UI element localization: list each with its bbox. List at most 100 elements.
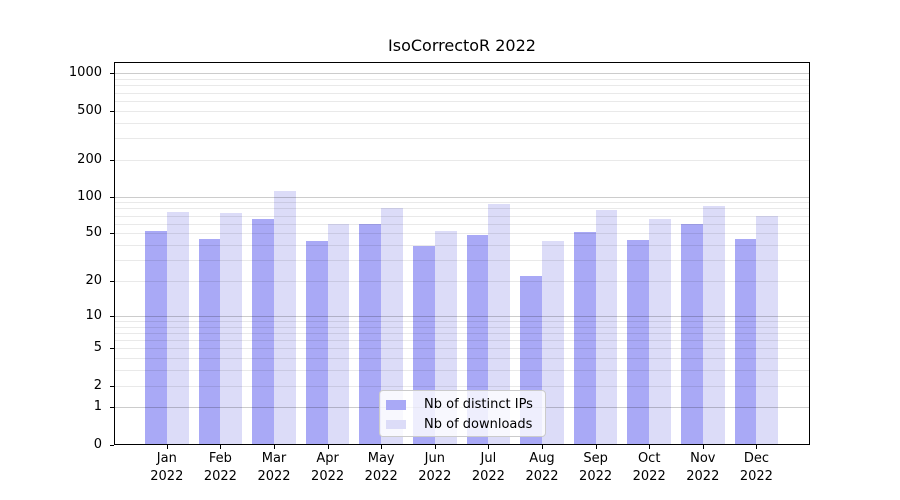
y-tick-mark <box>110 407 114 409</box>
gridline-minor <box>115 260 809 261</box>
gridline-minor <box>115 79 809 80</box>
x-tick-label: Dec 2022 <box>739 451 773 484</box>
gridline-minor <box>115 280 809 282</box>
y-tick-label: 1 <box>93 399 102 415</box>
gridline-minor <box>115 137 809 139</box>
gridline-major <box>115 315 809 317</box>
bar-downloads-may <box>381 208 403 444</box>
gridline-minor <box>115 208 809 210</box>
gridline-minor <box>115 326 809 328</box>
y-tick-mark <box>110 348 114 350</box>
bar-distinct-ips-sep <box>573 232 596 444</box>
gridline-minor <box>115 340 809 341</box>
bar-distinct-ips-jan <box>145 231 167 444</box>
legend-swatch-distinct-ips <box>386 400 406 410</box>
gridline-minor <box>115 385 809 387</box>
x-tick-mark <box>381 445 383 449</box>
x-tick-label: Apr 2022 <box>311 451 345 484</box>
bar-distinct-ips-may <box>359 223 382 444</box>
bar-distinct-ips-oct <box>627 240 650 444</box>
gridline-minor <box>115 215 809 217</box>
gridline-minor <box>115 100 809 102</box>
gridline-minor <box>115 233 809 235</box>
legend-label-downloads: Nb of downloads <box>424 416 533 432</box>
y-tick-label: 50 <box>85 225 102 241</box>
x-tick-mark <box>595 445 597 449</box>
y-tick-mark <box>110 280 114 282</box>
x-tick-label: May 2022 <box>364 451 398 484</box>
gridline-minor <box>115 370 809 371</box>
bar-distinct-ips-feb <box>198 238 221 444</box>
x-tick-label: Oct 2022 <box>632 451 666 484</box>
bar-downloads-jan <box>166 211 189 444</box>
x-tick-mark <box>166 445 168 449</box>
bar-downloads-jul <box>488 204 511 444</box>
x-tick-mark <box>274 445 275 449</box>
gridline-minor <box>115 358 809 359</box>
y-tick-label: 1000 <box>68 65 102 81</box>
y-tick-label: 2 <box>93 377 102 393</box>
bar-distinct-ips-mar <box>252 219 274 444</box>
x-tick-label: Nov 2022 <box>686 451 720 484</box>
x-tick-mark <box>327 445 329 449</box>
y-tick-mark <box>110 159 114 161</box>
gridline-minor <box>115 92 809 94</box>
gridline-minor <box>115 122 809 124</box>
x-tick-mark <box>488 445 490 449</box>
gridline-minor <box>115 320 809 322</box>
bar-distinct-ips-nov <box>681 223 703 444</box>
gridline-minor <box>115 110 809 112</box>
x-tick-label: Jul 2022 <box>471 451 505 484</box>
legend-row-distinct-ips: Nb of distinct IPs <box>386 395 539 415</box>
plot-area: Nb of distinct IPs Nb of downloads <box>114 62 810 445</box>
x-tick-mark <box>756 445 758 449</box>
x-tick-label: Jun 2022 <box>418 451 452 484</box>
x-tick-label: Feb 2022 <box>203 451 237 484</box>
gridline-major <box>115 196 809 198</box>
y-tick-mark <box>110 73 114 75</box>
bar-downloads-dec <box>756 215 779 444</box>
gridline-minor <box>115 223 809 225</box>
x-tick-mark <box>220 445 222 449</box>
bar-downloads-nov <box>702 205 725 444</box>
legend-row-downloads: Nb of downloads <box>386 415 539 435</box>
legend: Nb of distinct IPs Nb of downloads <box>379 390 546 437</box>
x-tick-label: Aug 2022 <box>525 451 559 484</box>
y-tick-label: 200 <box>77 151 102 167</box>
y-tick-mark <box>110 196 114 198</box>
y-tick-label: 5 <box>93 340 102 356</box>
gridline-minor <box>115 348 809 350</box>
y-tick-label: 10 <box>85 307 102 323</box>
bar-downloads-mar <box>274 191 296 444</box>
bar-distinct-ips-apr <box>305 241 328 444</box>
gridline-minor <box>115 202 809 204</box>
bar-distinct-ips-dec <box>734 238 757 444</box>
y-tick-mark <box>110 315 114 317</box>
x-tick-label: Mar 2022 <box>257 451 291 484</box>
bar-downloads-feb <box>220 212 243 444</box>
gridline-major <box>115 73 809 75</box>
bar-downloads-oct <box>649 218 671 444</box>
bar-downloads-apr <box>327 223 350 444</box>
x-tick-mark <box>649 445 651 449</box>
y-tick-label: 20 <box>85 272 102 288</box>
y-tick-mark <box>110 385 114 387</box>
gridline-minor <box>115 85 809 87</box>
x-tick-mark <box>542 445 543 449</box>
y-tick-mark <box>110 110 114 112</box>
legend-swatch-downloads <box>386 419 406 429</box>
legend-label-distinct-ips: Nb of distinct IPs <box>424 397 533 413</box>
y-tick-label: 500 <box>77 102 102 118</box>
gridline-minor <box>115 159 809 161</box>
y-tick-mark <box>110 233 114 235</box>
chart-title: IsoCorrectoR 2022 <box>388 36 536 55</box>
bar-downloads-sep <box>595 209 618 444</box>
gridline-minor <box>115 332 809 334</box>
x-tick-mark <box>702 445 704 449</box>
x-tick-mark <box>434 445 436 449</box>
bar-downloads-aug <box>542 241 564 444</box>
y-tick-mark <box>110 444 114 446</box>
x-tick-label: Jan 2022 <box>150 451 184 484</box>
y-tick-label: 0 <box>93 436 102 452</box>
